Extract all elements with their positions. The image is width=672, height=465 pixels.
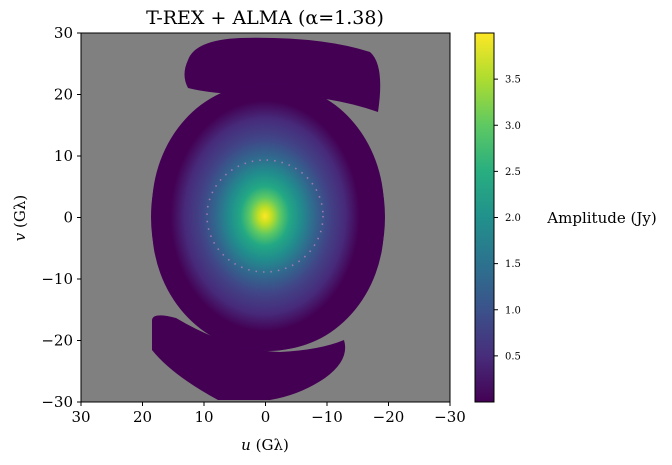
colorbar-tick-label: 3.0 [505, 121, 521, 132]
chart-title: T-REX + ALMA (α=1.38) [146, 7, 384, 29]
y-tick-label: −10 [41, 270, 73, 288]
y-tick-label: −30 [41, 393, 73, 411]
colorbar-tick-label: 1.0 [505, 305, 521, 316]
colorbar-tick-label: 2.5 [505, 167, 521, 178]
y-tick-label: 30 [54, 24, 73, 42]
colorbar-tick-label: 0.5 [505, 351, 521, 362]
x-tick-label: 10 [194, 408, 213, 426]
x-tick-label: −20 [373, 408, 405, 426]
lower-arc-region [152, 315, 346, 400]
colorbar-ticks: 0.5 1.0 1.5 2.0 2.5 3.0 3.5 [494, 75, 521, 362]
y-tick-label: 10 [54, 147, 73, 165]
x-tick-label: 30 [71, 408, 90, 426]
central-ellipse-region [152, 84, 384, 350]
dotted-ring [206, 159, 324, 273]
x-axis-ticks: 30 20 10 0 −10 −20 −30 [71, 402, 466, 426]
x-tick-label: −30 [434, 408, 466, 426]
y-tick-label: 20 [54, 86, 73, 104]
colorbar-label: Amplitude (Jy) [546, 209, 656, 227]
plot-area [81, 33, 450, 402]
y-tick-label: 0 [63, 209, 73, 227]
y-axis-label: v (Gλ) [11, 195, 29, 241]
x-tick-label: −10 [311, 408, 343, 426]
x-axis-label: u (Gλ) [241, 436, 289, 454]
colorbar-tick-label: 1.5 [505, 259, 521, 270]
central-ellipse-edge [151, 83, 385, 351]
y-axis-ticks: 30 20 10 0 −10 −20 −30 [41, 24, 81, 411]
x-tick-label: 0 [261, 408, 271, 426]
colorbar-tick-label: 3.5 [505, 75, 521, 86]
colorbar-tick-label: 2.0 [505, 213, 521, 224]
y-tick-label: −20 [41, 332, 73, 350]
colorbar [474, 32, 495, 403]
x-tick-label: 20 [133, 408, 152, 426]
